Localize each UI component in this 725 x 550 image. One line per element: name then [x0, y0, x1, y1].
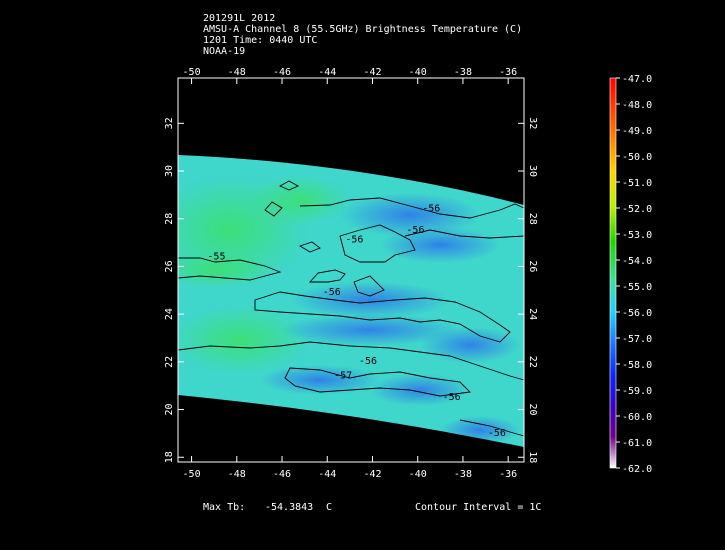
x-tick-label-bottom: -38	[454, 469, 472, 480]
colorbar-tick-label: -47.0	[622, 74, 652, 85]
colorbar-tick-label: -61.0	[622, 438, 652, 449]
header-satellite: NOAA-19	[203, 46, 246, 57]
y-tick-label-right: 30	[527, 165, 538, 177]
x-tick-label-bottom: -42	[363, 469, 381, 480]
y-tick-label-left: 18	[164, 451, 175, 463]
y-tick-label-left: 26	[164, 260, 175, 272]
header-time: 1201 Time: 0440 UTC	[203, 35, 318, 46]
colorbar-tick-label: -62.0	[622, 464, 652, 475]
max-tb-value: -54.3843	[265, 502, 314, 513]
colorbar-tick-label: -54.0	[622, 256, 652, 267]
colorbar-tick-label: -51.0	[622, 178, 652, 189]
contour-lines	[177, 180, 525, 437]
colorbar-tick-label: -58.0	[622, 360, 652, 371]
contour-label: -56	[443, 392, 461, 403]
x-tick-label-top: -38	[454, 67, 472, 78]
colorbar-tick-label: -55.0	[622, 282, 652, 293]
header-date: 201291L 2012	[203, 13, 276, 24]
y-tick-label-right: 32	[527, 117, 538, 129]
contour-label: -56	[488, 428, 506, 439]
x-tick-label-bottom: -46	[273, 469, 291, 480]
x-tick-label-top: -36	[499, 67, 517, 78]
contour-label: -56	[422, 204, 440, 215]
axes: -50 -50 -48 -48 -46 -46 -44 -44 -42 -42 -40 -40 -38 -…	[164, 67, 538, 480]
y-tick-label-right: 28	[527, 213, 538, 225]
y-tick-label-right: 26	[527, 260, 538, 272]
y-tick-label-right: 24	[527, 308, 538, 320]
x-tick-label-top: -40	[409, 67, 427, 78]
x-tick-label-top: -44	[318, 67, 336, 78]
x-tick-label-bottom: -44	[318, 469, 336, 480]
y-tick-label-left: 22	[164, 356, 175, 368]
contour-label: -55	[207, 251, 225, 262]
x-tick-label-top: -50	[183, 67, 201, 78]
contour-label: -57	[334, 371, 352, 382]
colorbar-tick-label: -56.0	[622, 308, 652, 319]
x-tick-label-bottom: -50	[183, 469, 201, 480]
colorbar-tick-label: -60.0	[622, 412, 652, 423]
contour-label: -56	[345, 235, 363, 246]
y-tick-label-right: 18	[527, 451, 538, 463]
colorbar-tick-label: -49.0	[622, 126, 652, 137]
colorbar-tick-label: -53.0	[622, 230, 652, 241]
y-tick-label-left: 30	[164, 165, 175, 177]
x-tick-label-top: -42	[363, 67, 381, 78]
y-tick-label-right: 22	[527, 356, 538, 368]
x-tick-label-bottom: -40	[409, 469, 427, 480]
colorbar	[609, 77, 617, 469]
contour-label: -56	[359, 356, 377, 367]
colorbar-tick-label: -57.0	[622, 334, 652, 345]
contour-label: -56	[323, 287, 341, 298]
y-tick-label-left: 32	[164, 117, 175, 129]
contour-labels: -56 -56 -56 -55 -56 -56 -57 -56 -56	[207, 204, 505, 439]
colorbar-tick-label: -50.0	[622, 152, 652, 163]
y-tick-label-left: 28	[164, 213, 175, 225]
max-tb-label: Max Tb:	[203, 502, 246, 513]
contour-label: -56	[406, 225, 424, 236]
x-tick-label-bottom: -36	[499, 469, 517, 480]
x-tick-label-bottom: -48	[228, 469, 246, 480]
colorbar-tick-label: -48.0	[622, 100, 652, 111]
swath-field	[178, 155, 524, 447]
colorbar-tick-label: -59.0	[622, 386, 652, 397]
contour-interval: Contour Interval = 1C	[415, 502, 542, 513]
x-tick-label-top: -46	[273, 67, 291, 78]
y-tick-label-right: 20	[527, 404, 538, 416]
plot-frame	[177, 77, 525, 463]
x-tick-label-top: -48	[228, 67, 246, 78]
colorbar-tick-label: -52.0	[622, 204, 652, 215]
y-tick-label-left: 24	[164, 308, 175, 320]
y-tick-label-left: 20	[164, 404, 175, 416]
max-tb-unit: C	[326, 502, 333, 513]
colorbar-ticks: -47.0 -48.0 -49.0 -50.0 -51.0 -52.0 -53.0 -54.0…	[616, 74, 652, 475]
header-title: AMSU-A Channel 8 (55.5GHz) Brightness Te…	[203, 24, 523, 35]
